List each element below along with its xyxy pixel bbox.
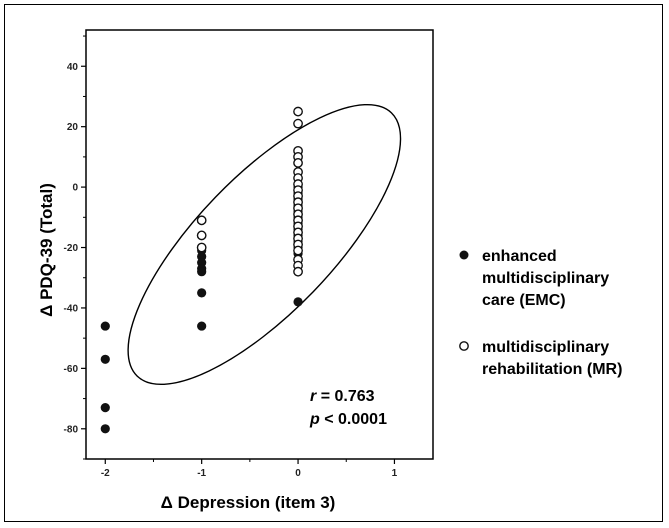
y-tick-label: -20 [64,243,79,254]
mr-point [196,242,207,253]
x-tick-label: 0 [295,468,301,479]
legend-mr-line1: multidisciplinary [482,339,609,356]
r-symbol: r [310,388,317,405]
emc-point [197,288,207,298]
mr-point [293,158,303,168]
legend-emc-line1: enhanced [482,248,557,265]
legend-marker-emc [459,250,469,260]
emc-point [100,403,110,413]
y-tick-label: -40 [64,303,79,314]
emc-point [197,267,207,277]
confidence-ellipse [127,103,402,386]
figure-frame [4,4,663,522]
y-tick-label: 0 [72,183,78,194]
emc-point [293,297,303,307]
y-tick-label: 20 [67,122,79,133]
emc-point [100,354,110,364]
emc-point [100,424,110,434]
y-axis-title: Δ PDQ-39 (Total) [37,183,56,317]
y-tick-label: 40 [67,62,79,73]
y-axis: 40 20 0 -20 -40 -60 -80 [64,35,86,460]
x-tick-label: -1 [197,468,206,479]
y-tick-label: -80 [64,424,79,435]
mr-point [196,215,207,226]
x-tick-label: -2 [101,468,110,479]
plot-area [85,29,434,460]
x-axis-title: Δ Depression (item 3) [161,493,336,512]
x-tick-label: 1 [392,468,398,479]
legend-emc-line3: care (EMC) [482,292,566,309]
p-symbol: p [309,411,320,428]
legend: enhanced multidisciplinary care (EMC) mu… [459,248,622,378]
data-points [100,106,303,434]
r-value: = 0.763 [321,388,375,405]
mr-point [293,245,303,256]
mr-point [196,230,207,241]
x-axis: -2 -1 0 1 [101,459,398,479]
r-stat: r = 0.763 [310,388,375,405]
mr-point [293,106,303,117]
p-stat: p < 0.0001 [309,411,387,428]
legend-emc-line2: multidisciplinary [482,270,609,287]
p-value: < 0.0001 [324,411,387,428]
stats-annotation: r = 0.763 p < 0.0001 [309,388,387,428]
emc-point [197,321,207,331]
y-tick-label: -60 [64,364,79,375]
mr-point [293,118,303,129]
legend-marker-mr [459,341,469,351]
emc-point [100,321,110,331]
legend-mr-line2: rehabilitation (MR) [482,361,622,378]
mr-point [293,266,303,277]
